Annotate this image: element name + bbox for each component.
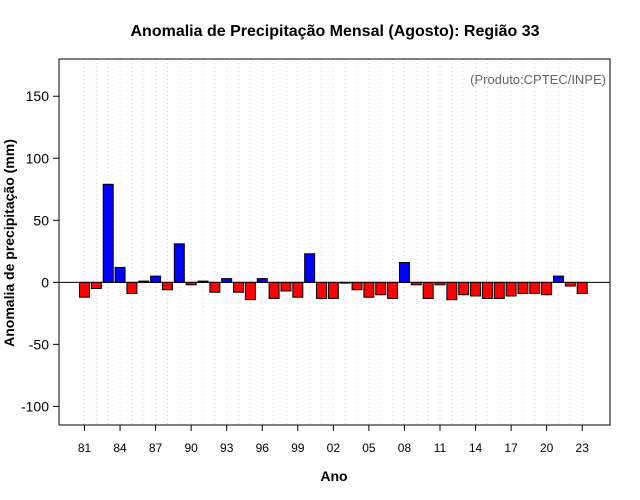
bar-2003 — [339, 281, 351, 284]
x-axis: 81 84 87 90 93 96 99 02 05 08 11 14 17 20 23 — [78, 425, 589, 455]
bar-1993 — [221, 278, 233, 283]
bar-1998 — [280, 281, 292, 292]
y-tick-label: 150 — [26, 88, 50, 104]
x-tick-label: 14 — [469, 441, 483, 455]
bar-1988 — [161, 281, 173, 291]
bar-2002 — [327, 281, 339, 299]
x-tick-label: 93 — [220, 441, 234, 455]
y-tick-label: -100 — [21, 398, 49, 414]
x-tick-label: 02 — [327, 441, 341, 455]
bar-2010 — [422, 281, 434, 299]
bar-2009 — [410, 281, 422, 286]
x-tick-label: 08 — [398, 441, 412, 455]
bar-2005 — [363, 281, 375, 298]
bar-1986 — [138, 280, 150, 283]
bar-2020 — [541, 281, 553, 296]
y-tick-label: 0 — [41, 274, 49, 290]
y-tick-label: -50 — [29, 336, 49, 352]
bar-2022 — [564, 281, 576, 287]
bar-2015 — [481, 281, 493, 299]
x-tick-label: 87 — [149, 441, 163, 455]
bar-1994 — [233, 281, 245, 293]
source-annotation: (Produto:CPTEC/INPE) — [470, 72, 606, 87]
bar-1985 — [126, 281, 138, 294]
bar-1995 — [244, 281, 256, 301]
x-tick-label: 20 — [540, 441, 554, 455]
y-axis: -100 -50 0 50 100 150 — [21, 88, 59, 414]
bar-2016 — [493, 281, 505, 299]
bar-1999 — [292, 281, 304, 298]
x-tick-label: 17 — [504, 441, 518, 455]
x-tick-label: 96 — [256, 441, 270, 455]
bar-1997 — [268, 281, 280, 299]
chart-title: Anomalia de Precipitação Mensal (Agosto)… — [131, 23, 540, 40]
x-tick-label: 90 — [184, 441, 198, 455]
plot-frame — [58, 58, 611, 426]
x-tick-label: 05 — [362, 441, 376, 455]
bar-1987 — [150, 275, 162, 283]
y-tick-label: 50 — [33, 212, 49, 228]
bar-2007 — [387, 281, 399, 299]
bar-2018 — [517, 281, 529, 294]
bar-1996 — [256, 278, 268, 283]
bar-2006 — [375, 281, 387, 296]
x-axis-label: Ano — [320, 468, 347, 484]
bar-1982 — [90, 281, 102, 290]
bar-2001 — [316, 281, 327, 299]
bar-2000 — [304, 253, 316, 283]
bar-1989 — [173, 243, 185, 283]
bar-2004 — [351, 281, 363, 291]
y-tick-label: 100 — [26, 150, 50, 166]
x-tick-label: 11 — [434, 441, 447, 455]
bar-1992 — [209, 281, 221, 293]
y-axis-label: Anomalia de precipitação (mm) — [1, 139, 17, 347]
bars — [79, 183, 588, 301]
bar-2021 — [553, 275, 564, 283]
bar-2017 — [505, 281, 517, 297]
x-tick-label: 84 — [113, 441, 127, 455]
bar-1984 — [114, 266, 126, 283]
bar-2011 — [434, 281, 446, 286]
bar-2023 — [576, 281, 588, 294]
bar-1991 — [197, 280, 209, 283]
x-tick-label: 99 — [291, 441, 305, 455]
grid-lines — [84, 59, 583, 425]
bar-2019 — [529, 281, 541, 294]
bar-1990 — [185, 281, 197, 286]
bar-2008 — [398, 261, 410, 283]
bar-2013 — [458, 281, 470, 296]
bar-2014 — [470, 281, 482, 297]
bar-1983 — [102, 183, 114, 283]
bar-2012 — [446, 281, 458, 301]
x-tick-label: 23 — [576, 441, 590, 455]
bar-1981 — [79, 281, 90, 298]
x-tick-label: 81 — [78, 441, 92, 455]
